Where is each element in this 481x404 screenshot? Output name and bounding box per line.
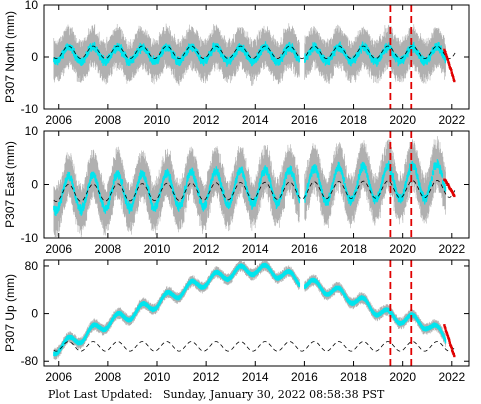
up-panel: -80 0 80 2006 2008 2010 2012 2014 2016 2018 2020 20… [3, 259, 470, 384]
north-panel: -10 0 10 2006 2008 2010 2012 2014 2016 2018 2020 20… [3, 0, 470, 127]
recent-point [452, 353, 455, 356]
x-tick-label: 2020 [389, 113, 416, 127]
x-tick-label: 2012 [193, 242, 220, 256]
recent-point [444, 329, 448, 332]
recent-point [445, 181, 449, 184]
plot-last-updated: Plot Last Updated: Sunday, January 30, 2… [48, 388, 384, 401]
x-tick-label: 2022 [438, 113, 465, 127]
x-tick-label: 2016 [291, 113, 318, 127]
x-tick-label: 2006 [45, 242, 72, 256]
recent-point [445, 332, 449, 335]
x-tick-label: 2010 [144, 113, 171, 127]
recent-point [453, 354, 456, 358]
x-tick-label: 2018 [340, 242, 367, 256]
y-axis-label: P307 East (mm) [3, 141, 17, 228]
x-tick-label: 2016 [291, 370, 318, 384]
recent-point [444, 327, 447, 330]
x-tick-label: 2012 [193, 113, 220, 127]
model-curve [53, 45, 456, 60]
recent-point [451, 350, 454, 354]
recent-point [443, 48, 446, 52]
x-tick-label: 2006 [45, 370, 72, 384]
y-tick-label: 80 [25, 259, 39, 273]
model-curve [53, 341, 456, 352]
y-tick-label: 0 [31, 50, 38, 64]
recent-point [451, 349, 454, 352]
y-axis-label: P307 Up (mm) [3, 274, 17, 352]
x-tick-label: 2008 [95, 370, 122, 384]
footer-label: Plot Last Updated: [48, 388, 153, 401]
recent-positions [443, 178, 456, 198]
daily-positions [53, 262, 447, 357]
x-tick-label: 2010 [144, 242, 171, 256]
x-tick-label: 2018 [340, 370, 367, 384]
recent-point [444, 179, 448, 183]
y-tick-label: 10 [25, 0, 39, 12]
y-tick-label: 0 [31, 178, 38, 192]
recent-point [447, 62, 451, 65]
recent-point [445, 55, 449, 59]
recent-point [446, 333, 449, 336]
x-tick-label: 2014 [242, 113, 269, 127]
x-tick-label: 2022 [438, 242, 465, 256]
recent-point [444, 53, 448, 56]
x-tick-label: 2010 [144, 370, 171, 384]
recent-point [450, 69, 453, 72]
recent-point [450, 345, 453, 348]
daily-positions [53, 159, 447, 216]
x-tick-label: 2008 [95, 113, 122, 127]
x-tick-label: 2006 [45, 113, 72, 127]
y-tick-label: -10 [21, 102, 39, 116]
recent-point [446, 335, 450, 338]
x-tick-label: 2020 [389, 242, 416, 256]
y-tick-label: -10 [21, 231, 39, 245]
recent-point [447, 183, 450, 187]
recent-point [452, 76, 455, 79]
plot-frame [43, 259, 470, 367]
recent-point [443, 325, 447, 329]
recent-point [453, 194, 456, 198]
recent-point [451, 191, 454, 195]
recent-point [450, 347, 453, 350]
daily-position-path [53, 159, 447, 216]
recent-point [443, 324, 446, 327]
recent-point [446, 58, 450, 62]
footer-timestamp: Sunday, January 30, 2022 08:58:38 PST [162, 388, 385, 401]
recent-positions [443, 48, 456, 83]
recent-point [448, 339, 451, 342]
recent-point [451, 74, 454, 77]
recent-point [449, 67, 452, 70]
recent-point [447, 60, 450, 64]
recent-point [453, 79, 456, 83]
east-panel: -10 0 10 2006 2008 2010 2012 2014 2016 2018 2020 20… [3, 124, 470, 256]
x-tick-label: 2012 [193, 370, 220, 384]
recent-point [445, 330, 448, 334]
recent-point [448, 63, 451, 67]
recent-point [445, 54, 448, 57]
y-tick-label: -80 [21, 354, 39, 368]
recent-point [448, 341, 451, 344]
x-tick-label: 2008 [95, 242, 122, 256]
recent-point [452, 78, 455, 81]
y-tick-label: 0 [31, 307, 38, 321]
x-tick-label: 2014 [242, 370, 269, 384]
x-tick-label: 2018 [340, 113, 367, 127]
recent-point [447, 337, 451, 341]
y-tick-label: 10 [25, 124, 39, 138]
y-axis-label: P307 North (mm) [3, 11, 17, 103]
x-tick-label: 2014 [242, 242, 269, 256]
recent-positions [443, 324, 456, 358]
recent-point [450, 71, 453, 74]
x-tick-label: 2022 [438, 370, 465, 384]
x-tick-label: 2016 [291, 242, 318, 256]
recent-point [444, 51, 447, 54]
daily-position-path [53, 262, 447, 357]
x-tick-label: 2020 [389, 370, 416, 384]
